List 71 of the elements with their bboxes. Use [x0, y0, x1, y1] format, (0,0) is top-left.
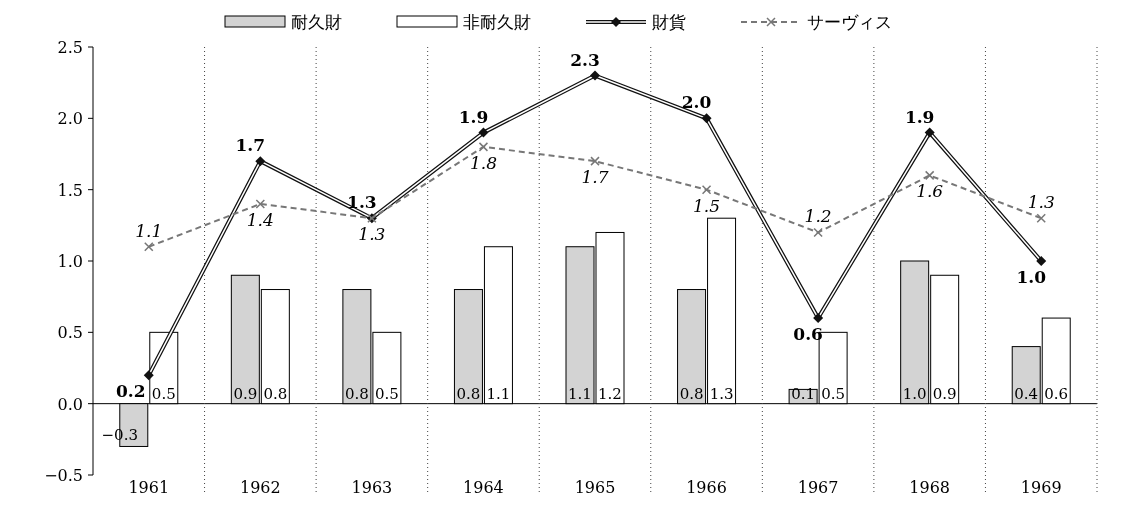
- y-tick-label: 0.5: [57, 323, 83, 343]
- y-tick-label: 2.0: [57, 109, 83, 129]
- data-label: 1.8: [469, 152, 498, 173]
- point: [143, 370, 154, 381]
- x-tick-label: 1969: [1020, 478, 1062, 497]
- data-label: 0.6: [1044, 384, 1069, 403]
- point: [478, 127, 489, 138]
- data-label: 1.5: [693, 195, 721, 216]
- data-label: 1.3: [347, 192, 377, 213]
- data-label: 2.0: [681, 92, 712, 113]
- data-label: 1.0: [902, 384, 927, 403]
- data-label: 0.8: [456, 384, 481, 403]
- data-label: 1.9: [458, 106, 489, 127]
- data-label: 1.7: [235, 135, 266, 156]
- x-tick-label: 1967: [797, 478, 839, 497]
- data-label: 1.1: [568, 384, 592, 403]
- data-label: 0.9: [233, 384, 258, 403]
- x-tick-label: 1961: [128, 478, 170, 497]
- data-label: 1.4: [246, 209, 274, 230]
- x-tick-label: 1962: [239, 478, 281, 497]
- point: [1036, 213, 1046, 223]
- data-label: 1.2: [804, 206, 832, 227]
- point: [144, 241, 154, 252]
- data-label: 1.3: [1027, 192, 1055, 213]
- point: [924, 170, 935, 181]
- data-label: 1.2: [598, 384, 622, 403]
- data-label: 1.1: [486, 384, 511, 403]
- data-label: 0.2: [115, 381, 146, 402]
- x-tick-label: 1963: [351, 478, 393, 497]
- data-label: 0.9: [932, 384, 957, 403]
- point: [701, 184, 712, 195]
- data-label: 1.3: [709, 384, 734, 403]
- point: [478, 142, 489, 152]
- y-tick-label: 1.5: [57, 180, 83, 200]
- data-label: 1.1: [135, 220, 163, 241]
- point: [1036, 256, 1047, 266]
- data-label: 0.4: [1014, 384, 1039, 403]
- x-tick-label: 1966: [686, 478, 727, 497]
- data-label: 0.8: [263, 384, 288, 403]
- data-label: 2.3: [570, 49, 600, 70]
- data-label: 0.6: [793, 324, 823, 345]
- point: [924, 127, 935, 138]
- point: [813, 313, 824, 324]
- data-label: 1.7: [581, 167, 609, 188]
- data-label: 0.8: [679, 384, 704, 403]
- legend-label: サーヴィス: [807, 12, 892, 32]
- y-tick-label: −0.5: [44, 466, 83, 485]
- y-tick-label: 2.5: [57, 38, 83, 57]
- point: [813, 227, 823, 238]
- legend-label: 耐久財: [291, 12, 342, 32]
- y-tick-label: 1.0: [57, 252, 83, 271]
- data-label: 0.5: [374, 384, 399, 403]
- data-label: 0.1: [791, 384, 816, 403]
- data-label: 1.6: [916, 181, 944, 202]
- point: [255, 199, 266, 209]
- data-label: 1.3: [358, 224, 386, 245]
- legend-label: 財貨: [652, 12, 686, 32]
- legend-label: 非耐久財: [463, 12, 531, 32]
- point: [701, 113, 712, 124]
- x-tick-label: 1968: [909, 478, 951, 497]
- point: [255, 156, 266, 167]
- point: [590, 70, 600, 81]
- data-label: 1.0: [1016, 267, 1047, 287]
- y-tick-label: 0.0: [57, 394, 83, 414]
- data-label: 0.8: [344, 384, 369, 403]
- x-tick-label: 1965: [574, 478, 616, 497]
- data-label: 0.5: [151, 384, 176, 403]
- data-label: 1.9: [904, 106, 935, 127]
- x-tick-label: 1964: [463, 478, 504, 497]
- point: [590, 156, 600, 166]
- data-label: 0.5: [821, 384, 846, 403]
